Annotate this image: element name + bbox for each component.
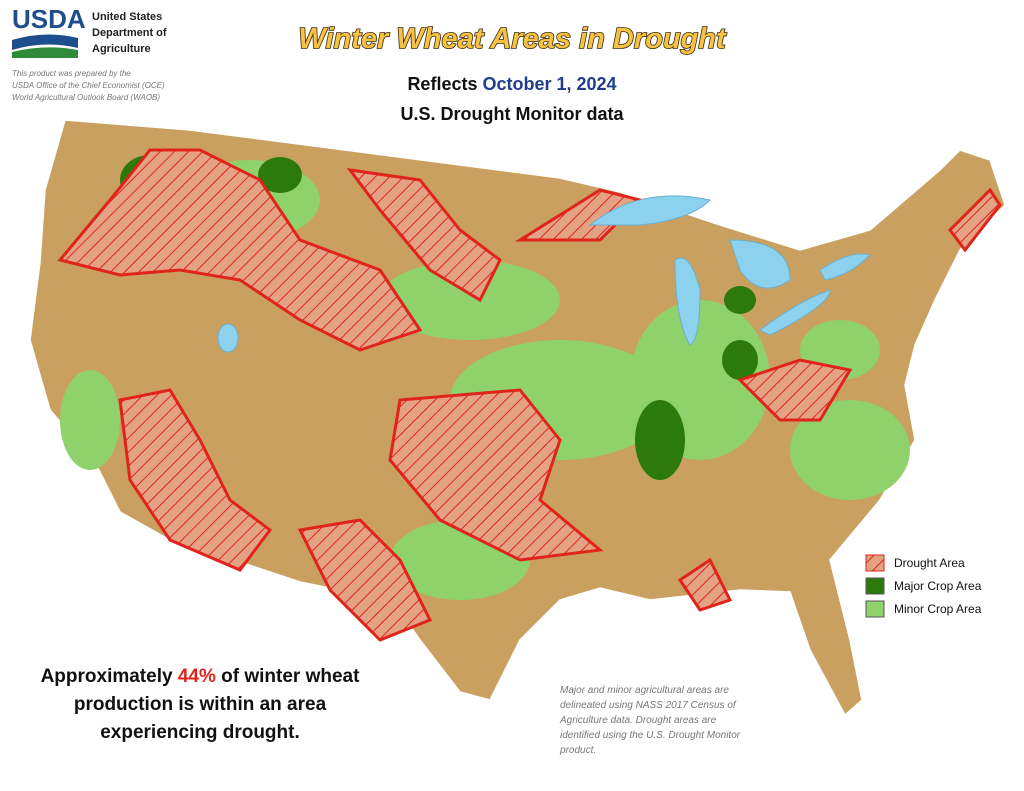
- legend: Drought Area Major Crop Area Minor Crop …: [865, 554, 982, 618]
- lake: [588, 195, 712, 226]
- logo-swoosh: [12, 34, 78, 50]
- drought-area: [57, 148, 423, 352]
- lake: [217, 323, 239, 353]
- minor-area: [790, 400, 910, 500]
- great-lakes: [217, 195, 871, 353]
- logo-text: USDA: [12, 4, 86, 34]
- minor-area: [380, 260, 560, 340]
- credit-line: This product was prepared by the: [12, 69, 131, 78]
- subtitle-prefix: Reflects: [407, 74, 477, 94]
- legend-swatch: [865, 577, 885, 595]
- legend-label: Minor Crop Area: [894, 602, 982, 616]
- drought-area: [948, 187, 1002, 253]
- drought-area: [297, 518, 433, 642]
- logo-field: [12, 47, 78, 58]
- drought-areas: [57, 148, 1002, 642]
- legend-swatch: [865, 554, 885, 572]
- summary-line: Approximately 44% of winter wheat: [41, 666, 361, 687]
- subtitle-date: October 1, 2024: [482, 74, 616, 94]
- agency-line: United States: [92, 11, 162, 23]
- note-line: identified using the U.S. Drought Monito…: [560, 730, 741, 741]
- lake: [729, 239, 791, 289]
- drought-area: [677, 557, 733, 612]
- drought-area: [346, 168, 502, 303]
- note-line: delineated using NASS 2017 Census of: [560, 700, 737, 711]
- note-line: Agriculture data. Drought areas are: [559, 715, 717, 726]
- subtitle: Reflects October 1, 2024: [407, 74, 616, 94]
- drought-area: [388, 388, 604, 562]
- summary-line: production is within an area: [74, 694, 327, 715]
- legend-label: Drought Area: [894, 556, 965, 570]
- note-line: product.: [559, 745, 596, 756]
- summary-tail: of winter wheat: [221, 666, 360, 687]
- summary-share: 44%: [178, 666, 216, 687]
- lake: [759, 289, 831, 336]
- major-area: [724, 286, 756, 314]
- map-title: Winter Wheat Areas in Drought: [298, 23, 727, 55]
- drought-area: [737, 358, 853, 422]
- agency-line: Department of: [92, 27, 167, 39]
- minor-area: [60, 370, 120, 470]
- credit-line: USDA Office of the Chief Economist (OCE): [12, 81, 165, 90]
- credit-line: World Agricultural Outlook Board (WAOB): [12, 93, 160, 102]
- drought-area: [118, 388, 273, 572]
- summary-line: experiencing drought.: [100, 722, 300, 743]
- major-area: [722, 340, 758, 380]
- legend-swatch: [865, 600, 885, 618]
- summary-lead: Approximately: [41, 666, 173, 687]
- subtitle-source: U.S. Drought Monitor data: [401, 104, 625, 124]
- major-area: [258, 157, 302, 193]
- legend-label: Major Crop Area: [894, 579, 982, 593]
- lake: [674, 257, 701, 346]
- lake: [819, 253, 871, 281]
- major-area: [635, 400, 685, 480]
- us-map: [29, 119, 1006, 717]
- usda-logo: USDA: [12, 4, 86, 58]
- agency-line: Agriculture: [92, 43, 151, 55]
- note-line: Major and minor agricultural areas are: [560, 685, 729, 696]
